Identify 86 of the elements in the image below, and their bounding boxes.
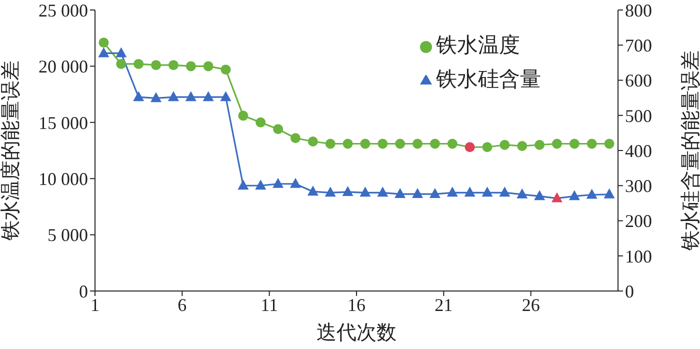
y-tick-label: 15 000 <box>38 112 88 133</box>
y2-tick-label: 700 <box>625 36 652 56</box>
point <box>273 124 284 134</box>
point <box>238 110 248 121</box>
point <box>569 138 580 149</box>
point <box>238 180 249 190</box>
point <box>552 138 562 149</box>
point <box>464 186 476 197</box>
point <box>586 188 598 199</box>
point <box>98 47 110 58</box>
point <box>185 91 196 102</box>
y2-tick-label: 100 <box>625 246 652 266</box>
point <box>586 138 597 149</box>
point <box>325 138 336 149</box>
point <box>604 138 614 149</box>
point <box>256 117 266 128</box>
y2-tick-label: 0 <box>625 281 634 302</box>
point <box>446 186 458 197</box>
point <box>604 188 615 198</box>
point <box>500 140 510 150</box>
y-tick-label: 5 000 <box>48 225 88 246</box>
x-tick-label: 11 <box>260 294 278 315</box>
point <box>430 138 440 149</box>
y-tick-label: 25 000 <box>38 0 88 20</box>
point <box>342 138 353 149</box>
point <box>150 92 162 102</box>
point <box>255 180 266 190</box>
point <box>568 190 580 200</box>
point <box>168 91 179 102</box>
point <box>203 61 214 72</box>
point <box>116 58 126 69</box>
point <box>499 186 510 197</box>
point <box>447 138 458 149</box>
point <box>360 186 371 197</box>
y-tick-label: 0 <box>79 281 88 302</box>
y2-axis-title: 铁水硅含量的能量误差 <box>680 50 700 252</box>
point <box>464 142 475 152</box>
point <box>307 186 318 196</box>
point <box>378 138 388 149</box>
point <box>360 138 370 149</box>
point <box>534 140 545 150</box>
x-tick-label: 1 <box>90 294 100 315</box>
point <box>394 188 406 198</box>
point <box>151 60 162 70</box>
point <box>134 58 144 69</box>
point <box>342 186 354 196</box>
y2-tick-label: 300 <box>625 176 652 196</box>
y-tick-label: 10 000 <box>38 168 88 189</box>
legend-label: 铁水温度 <box>436 33 520 57</box>
point <box>186 61 196 72</box>
y2-tick-label: 500 <box>625 106 652 126</box>
point <box>551 192 562 202</box>
y2-tick-label: 400 <box>625 140 652 161</box>
point <box>412 188 424 198</box>
y-axis-title: 铁水温度的能量误差 <box>0 60 22 242</box>
point <box>429 188 440 198</box>
point <box>482 142 492 152</box>
point <box>324 186 336 197</box>
point <box>168 60 178 70</box>
y2-tick-label: 800 <box>625 0 652 20</box>
point <box>308 136 318 147</box>
x-tick-label: 16 <box>348 294 366 315</box>
x-tick-label: 26 <box>522 294 540 315</box>
point <box>482 186 493 197</box>
y-tick-label: 20 000 <box>38 56 88 77</box>
point <box>220 91 232 102</box>
y2-tick-label: 600 <box>625 70 652 91</box>
point <box>202 91 214 102</box>
point <box>534 190 546 200</box>
point <box>516 188 528 198</box>
point <box>98 38 109 48</box>
point <box>412 138 423 149</box>
point <box>290 178 301 188</box>
point <box>517 141 528 152</box>
legend-label: 铁水硅含量 <box>436 67 541 91</box>
point <box>395 138 406 149</box>
point <box>377 186 388 197</box>
point <box>272 178 284 188</box>
x-axis-title: 迭代次数 <box>316 322 396 344</box>
y2-tick-label: 200 <box>625 211 652 232</box>
point <box>116 47 127 58</box>
point <box>133 91 144 102</box>
x-tick-label: 6 <box>178 294 187 315</box>
point <box>290 133 300 144</box>
x-tick-label: 21 <box>434 294 453 315</box>
point <box>220 64 231 75</box>
